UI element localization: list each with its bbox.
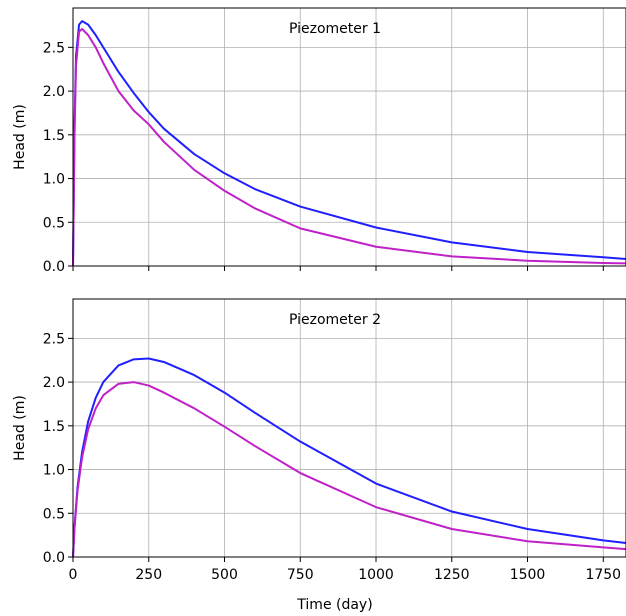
panel-1: 0.0 0.5 1.0 1.5 2.0 2.5 Piezometer 1 Head (m) <box>12 7 626 275</box>
y-axis-label: Head (m) <box>12 104 28 170</box>
series-line-1 <box>72 20 626 267</box>
panel-2: 0 250 500 750 1000 1250 1500 1750 0.0 0.5 1.0 1.5 2.… <box>12 298 626 613</box>
y-tick-label: 1.0 <box>43 463 65 479</box>
y-tick-label: 0.0 <box>43 550 65 566</box>
y-tick-label: 0.0 <box>43 259 65 275</box>
y-tick-label: 1.5 <box>43 128 65 144</box>
x-tick-label: 250 <box>135 567 162 583</box>
y-tick-label: 0.5 <box>43 215 65 231</box>
x-tick-label: 1000 <box>358 567 394 583</box>
x-tick-label: 750 <box>287 567 314 583</box>
x-tick-label: 1250 <box>434 567 470 583</box>
x-tick-label: 500 <box>211 567 238 583</box>
y-tick-label: 1.5 <box>43 419 65 435</box>
y-tick-label: 0.5 <box>43 506 65 522</box>
series-line-1 <box>72 357 626 558</box>
x-tick-label: 0 <box>69 567 78 583</box>
y-tick-label: 1.0 <box>43 172 65 188</box>
x-axis-label: Time (day) <box>296 597 372 613</box>
y-tick-label: 2.0 <box>43 375 65 391</box>
y-axis-label: Head (m) <box>12 395 28 461</box>
x-tick-label: 1750 <box>585 567 621 583</box>
panel-title: Piezometer 2 <box>289 312 381 328</box>
y-tick-label: 2.5 <box>43 40 65 56</box>
x-tick-label: 1500 <box>510 567 546 583</box>
plot-frame <box>72 7 626 267</box>
plot-frame <box>72 298 626 558</box>
y-tick-label: 2.0 <box>43 84 65 100</box>
series-line-2 <box>72 27 626 267</box>
y-tick-label: 2.5 <box>43 331 65 347</box>
panel-title: Piezometer 1 <box>289 21 381 37</box>
series-line-2 <box>72 381 626 558</box>
